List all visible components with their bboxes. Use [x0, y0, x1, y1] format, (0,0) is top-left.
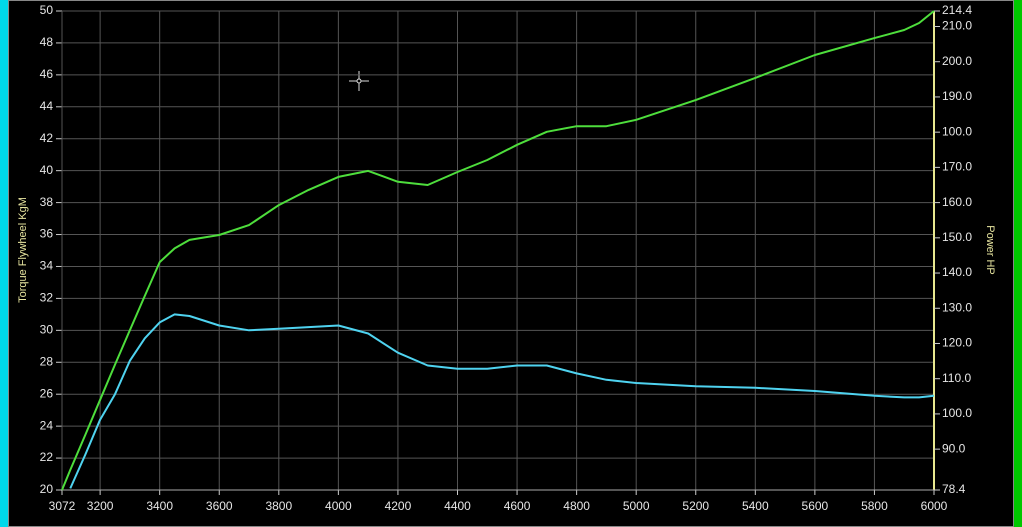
y-axis-label: Torque Flywheel KgM	[17, 197, 29, 303]
y2-tick-label: 200.0	[942, 54, 972, 68]
series-line	[69, 313, 935, 489]
y2-tick-label: 110.0	[942, 371, 971, 385]
y-tick-label: 32	[40, 291, 54, 305]
x-tick-label: 5600	[802, 499, 829, 513]
y2-tick-label: 90.0	[942, 441, 966, 455]
y2-tick-label: 170.0	[942, 160, 972, 174]
y2-tick-label: 78.4	[942, 482, 966, 496]
x-tick-label: 3200	[87, 499, 114, 513]
y2-tick-label: 190.0	[942, 89, 972, 103]
x-tick-label: 3600	[206, 499, 233, 513]
y-tick-label: 40	[40, 163, 54, 177]
y-tick-label: 38	[40, 195, 54, 209]
x-tick-label: 4600	[504, 499, 531, 513]
y-tick-label: 22	[40, 450, 54, 464]
y2-tick-label: 100.0	[942, 124, 972, 138]
y-tick-label: 46	[40, 67, 54, 81]
y-tick-label: 42	[40, 131, 54, 145]
y-tick-label: 44	[40, 99, 54, 113]
series-line	[61, 10, 935, 491]
y-tick-label: 30	[40, 323, 54, 337]
x-tick-label: 4000	[325, 499, 352, 513]
y-tick-label: 24	[40, 418, 54, 432]
y-tick-label: 26	[40, 386, 54, 400]
y-tick-label: 34	[40, 259, 54, 273]
x-tick-label: 3400	[146, 499, 173, 513]
y2-tick-label: 214.4	[942, 3, 972, 17]
x-tick-label: 5000	[623, 499, 650, 513]
left-strip	[0, 0, 8, 527]
y-tick-label: 50	[40, 3, 54, 17]
x-tick-label: 4400	[444, 499, 471, 513]
x-tick-label: 5800	[861, 499, 888, 513]
y2-tick-label: 140.0	[942, 265, 972, 279]
y2-tick-label: 160.0	[942, 195, 972, 209]
x-tick-label: 3072	[49, 499, 76, 513]
y-tick-label: 48	[40, 35, 54, 49]
cursor	[349, 71, 369, 91]
y-tick-label: 20	[40, 482, 54, 496]
y2-axis-label: Power HP	[984, 225, 996, 275]
x-tick-label: 4800	[563, 499, 590, 513]
x-tick-label: 4200	[385, 499, 412, 513]
y2-tick-label: 210.0	[942, 19, 972, 33]
x-tick-label: 5400	[742, 499, 769, 513]
y2-tick-label: 100.0	[942, 406, 972, 420]
x-tick-label: 3800	[265, 499, 292, 513]
y2-tick-label: 120.0	[942, 336, 972, 350]
x-tick-label: 6000	[921, 499, 948, 513]
y-tick-label: 28	[40, 354, 54, 368]
y-tick-label: 36	[40, 227, 54, 241]
right-strip	[1014, 0, 1022, 527]
x-tick-label: 5200	[682, 499, 709, 513]
y2-tick-label: 130.0	[942, 300, 972, 314]
y2-tick-label: 150.0	[942, 230, 972, 244]
